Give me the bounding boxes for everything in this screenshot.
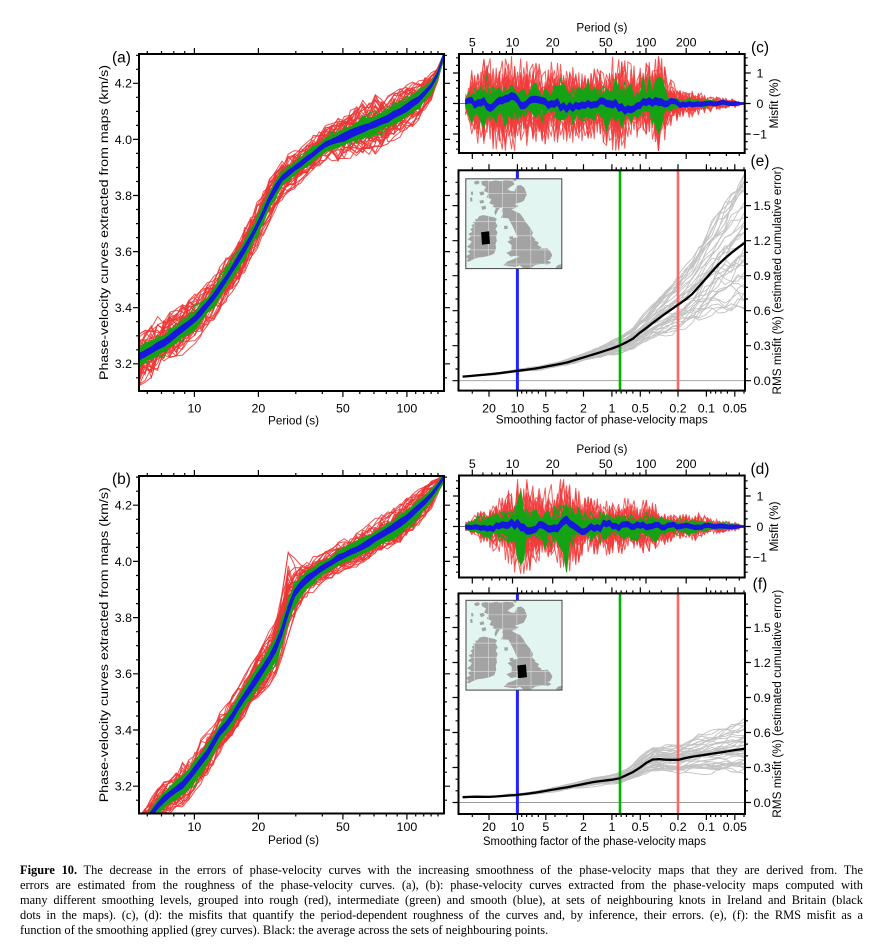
svg-text:(e): (e) bbox=[751, 153, 770, 170]
svg-text:0.2: 0.2 bbox=[669, 820, 686, 834]
svg-text:2: 2 bbox=[580, 820, 587, 834]
svg-text:Period (s): Period (s) bbox=[576, 442, 627, 456]
svg-text:0.1: 0.1 bbox=[698, 820, 715, 834]
svg-text:0.0: 0.0 bbox=[754, 374, 771, 388]
svg-text:1.2: 1.2 bbox=[754, 656, 771, 670]
svg-text:Misfit (%): Misfit (%) bbox=[767, 79, 781, 129]
svg-text:Phase-velocity curves extracte: Phase-velocity curves extracted from map… bbox=[97, 487, 111, 802]
svg-text:10: 10 bbox=[188, 820, 202, 834]
svg-text:4.2: 4.2 bbox=[115, 77, 132, 91]
svg-text:0.5: 0.5 bbox=[632, 402, 649, 416]
svg-text:3.6: 3.6 bbox=[115, 667, 132, 681]
svg-text:5: 5 bbox=[542, 402, 549, 416]
svg-text:20: 20 bbox=[482, 402, 496, 416]
svg-text:20: 20 bbox=[482, 820, 496, 834]
svg-text:0.05: 0.05 bbox=[723, 820, 747, 834]
svg-text:Period (s): Period (s) bbox=[576, 20, 627, 34]
svg-text:0.3: 0.3 bbox=[754, 339, 771, 353]
svg-text:0.1: 0.1 bbox=[698, 402, 715, 416]
svg-text:50: 50 bbox=[599, 36, 613, 50]
svg-text:(c): (c) bbox=[751, 40, 769, 57]
svg-text:0.9: 0.9 bbox=[754, 691, 771, 705]
svg-text:10: 10 bbox=[506, 36, 520, 50]
svg-text:0: 0 bbox=[757, 97, 764, 111]
svg-text:0.0: 0.0 bbox=[754, 796, 771, 810]
svg-text:Period (s): Period (s) bbox=[268, 833, 319, 847]
svg-text:10: 10 bbox=[188, 402, 202, 416]
svg-text:4.0: 4.0 bbox=[115, 555, 132, 569]
svg-text:0.2: 0.2 bbox=[669, 402, 686, 416]
svg-text:50: 50 bbox=[599, 457, 613, 471]
svg-text:0.9: 0.9 bbox=[754, 269, 771, 283]
svg-text:4.0: 4.0 bbox=[115, 133, 132, 147]
svg-text:Period (s): Period (s) bbox=[268, 414, 319, 428]
svg-text:1.2: 1.2 bbox=[754, 234, 771, 248]
svg-text:3.4: 3.4 bbox=[115, 723, 132, 737]
svg-text:RMS misfit (%) (estimated cumu: RMS misfit (%) (estimated cumulative err… bbox=[770, 590, 784, 818]
svg-text:5: 5 bbox=[542, 820, 549, 834]
svg-text:Smoothing factor of phase-velo: Smoothing factor of phase-velocity maps bbox=[496, 413, 708, 427]
svg-text:RMS misfit (%) (estimated cumu: RMS misfit (%) (estimated cumulative err… bbox=[770, 167, 784, 395]
svg-text:4.2: 4.2 bbox=[115, 499, 132, 513]
svg-text:Smoothing factor of the phase-: Smoothing factor of the phase-velocity m… bbox=[483, 834, 706, 848]
svg-text:5: 5 bbox=[469, 457, 476, 471]
svg-text:200: 200 bbox=[676, 36, 697, 50]
svg-text:10: 10 bbox=[506, 457, 520, 471]
svg-text:0.05: 0.05 bbox=[723, 402, 747, 416]
svg-text:100: 100 bbox=[636, 457, 657, 471]
svg-text:0.6: 0.6 bbox=[754, 726, 771, 740]
svg-text:3.8: 3.8 bbox=[115, 611, 132, 625]
svg-text:0.5: 0.5 bbox=[632, 820, 649, 834]
svg-text:1: 1 bbox=[608, 402, 615, 416]
svg-text:1: 1 bbox=[757, 489, 764, 503]
svg-text:−1: −1 bbox=[753, 550, 767, 564]
svg-text:50: 50 bbox=[336, 402, 350, 416]
svg-text:3.2: 3.2 bbox=[115, 357, 132, 371]
svg-text:200: 200 bbox=[676, 457, 697, 471]
svg-text:3.6: 3.6 bbox=[115, 245, 132, 259]
svg-text:5: 5 bbox=[469, 36, 476, 50]
svg-text:1: 1 bbox=[608, 820, 615, 834]
svg-text:(d): (d) bbox=[751, 461, 770, 478]
svg-text:(f): (f) bbox=[753, 576, 768, 593]
svg-text:0: 0 bbox=[757, 520, 764, 534]
svg-text:3.4: 3.4 bbox=[115, 301, 132, 315]
svg-text:3.2: 3.2 bbox=[115, 780, 132, 794]
svg-text:100: 100 bbox=[397, 402, 418, 416]
svg-text:10: 10 bbox=[511, 820, 525, 834]
svg-text:Misfit (%): Misfit (%) bbox=[767, 502, 781, 552]
svg-text:3.8: 3.8 bbox=[115, 189, 132, 203]
svg-text:20: 20 bbox=[252, 402, 266, 416]
svg-text:1.5: 1.5 bbox=[754, 621, 771, 635]
svg-text:0.3: 0.3 bbox=[754, 761, 771, 775]
svg-text:1: 1 bbox=[757, 66, 764, 80]
svg-text:50: 50 bbox=[336, 820, 350, 834]
svg-text:(b): (b) bbox=[112, 471, 131, 488]
svg-text:10: 10 bbox=[511, 402, 525, 416]
svg-text:2: 2 bbox=[580, 402, 587, 416]
svg-text:0.6: 0.6 bbox=[754, 304, 771, 318]
svg-text:−1: −1 bbox=[753, 127, 767, 141]
svg-text:(a): (a) bbox=[112, 50, 131, 67]
svg-text:100: 100 bbox=[636, 36, 657, 50]
svg-text:100: 100 bbox=[397, 820, 418, 834]
svg-text:1.5: 1.5 bbox=[754, 199, 771, 213]
svg-text:20: 20 bbox=[546, 457, 560, 471]
svg-text:20: 20 bbox=[252, 820, 266, 834]
svg-text:20: 20 bbox=[546, 36, 560, 50]
svg-text:Phase-velocity curves extracte: Phase-velocity curves extracted from map… bbox=[97, 65, 111, 380]
